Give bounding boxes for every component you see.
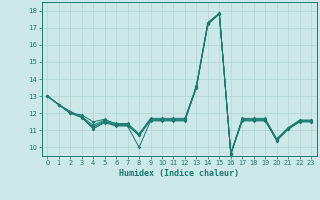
X-axis label: Humidex (Indice chaleur): Humidex (Indice chaleur) bbox=[119, 169, 239, 178]
